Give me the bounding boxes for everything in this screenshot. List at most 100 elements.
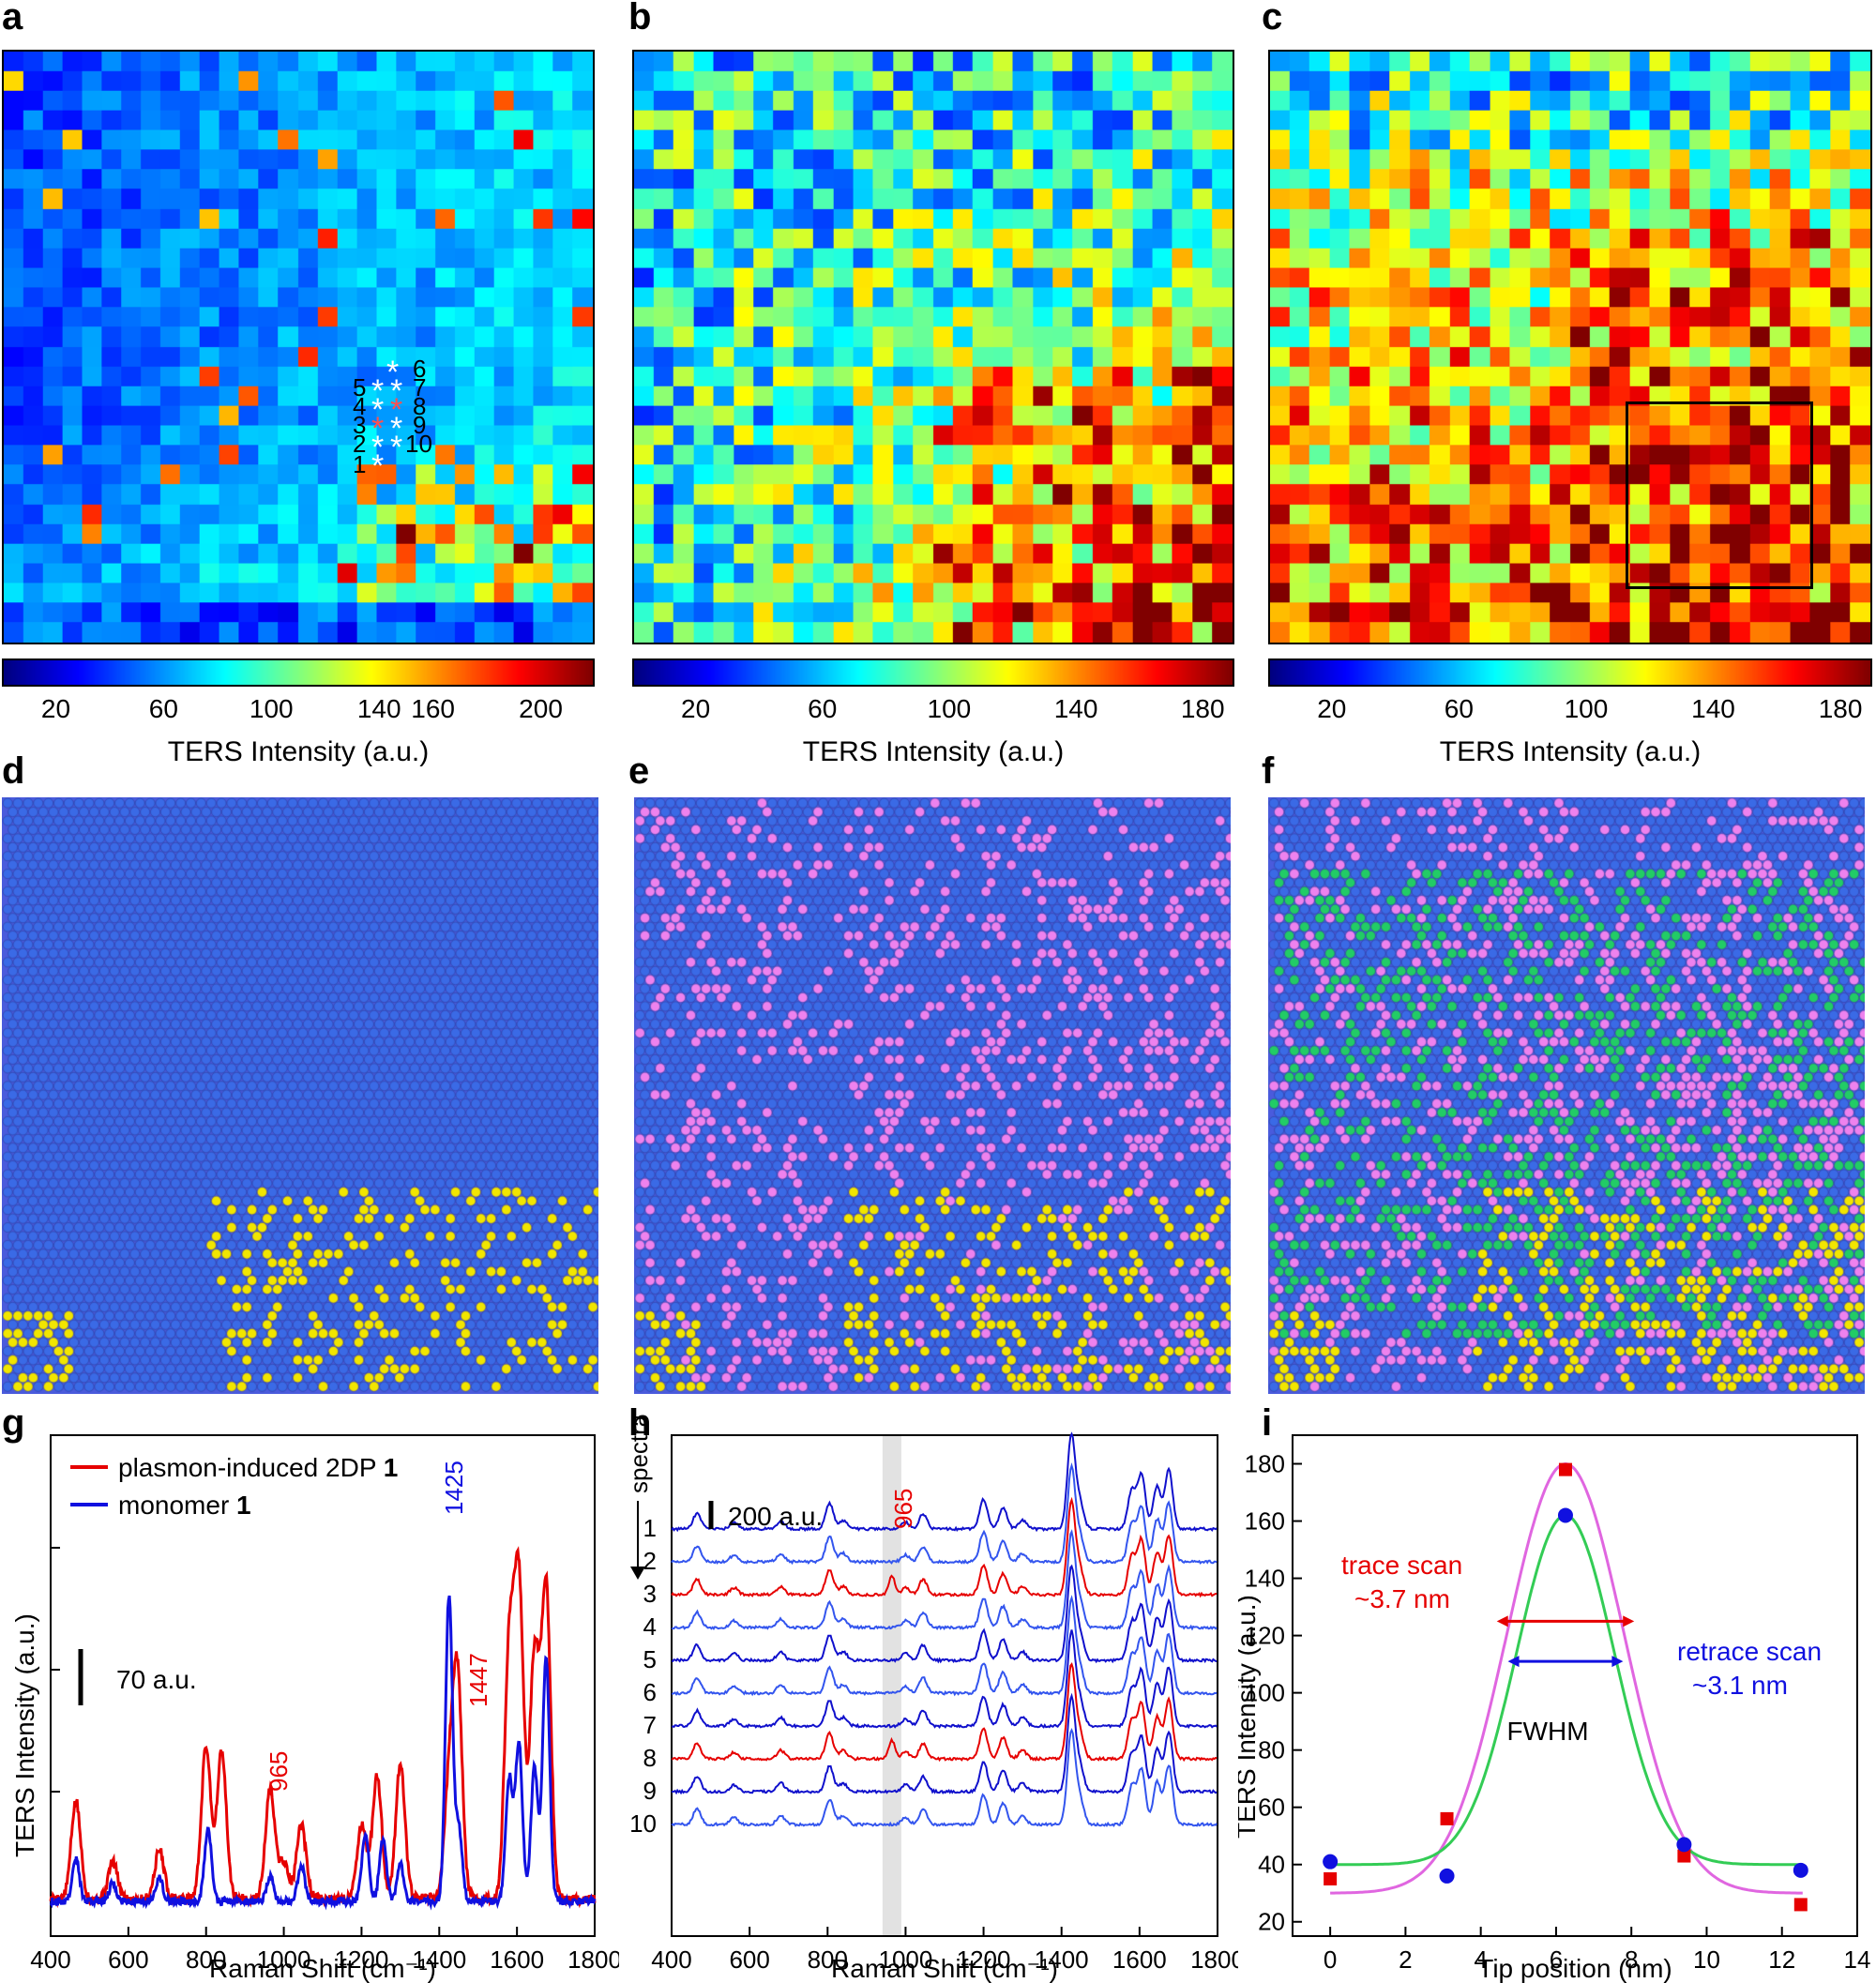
x-axis-label-i: Tip position (nm) [1477, 1954, 1672, 1983]
spectrum-line-9 [671, 1692, 1218, 1795]
plot-frame-h [671, 1434, 1218, 1937]
annotation-fwhm: FWHM [1506, 1717, 1588, 1746]
x-tick-label-i: 6 [1550, 1945, 1563, 1974]
colorbar-tick-a: 60 [148, 694, 178, 723]
annotation-retrace-value: ~3.1 nm [1692, 1671, 1788, 1700]
spectrum-line-10 [671, 1727, 1218, 1827]
colorbar-title-a: TERS Intensity (a.u.) [167, 736, 430, 767]
colorbar-tick-b: 100 [927, 694, 972, 723]
heatmap-a [2, 50, 595, 644]
x-axis-label-g: Raman Shift (cm⁻¹) [209, 1954, 436, 1983]
colorbar-title-b: TERS Intensity (a.u.) [802, 736, 1065, 767]
fwhm-arrow-trace-head-right [1623, 1615, 1635, 1627]
point-trace [1558, 1462, 1572, 1476]
annotation-965-g: 965 [265, 1751, 293, 1792]
marker-label-9: 9 [413, 411, 426, 439]
heatmap-c [1268, 50, 1872, 644]
star-2: * [371, 430, 384, 465]
y-axis-label-i: TERS Intensity (a.u.) [1238, 1595, 1261, 1839]
colorbar-tick-b: 20 [681, 694, 711, 723]
annotation-trace-label: trace scan [1341, 1551, 1462, 1580]
y-tick-label-i: 160 [1245, 1507, 1285, 1536]
fwhm-arrow-retrace-head-right [1611, 1656, 1624, 1668]
colorbar-tick-b: 60 [808, 694, 838, 723]
legend-label-red: plasmon-induced 2DP 1 [118, 1453, 398, 1482]
x-tick-label-h: 400 [651, 1945, 691, 1974]
panel-label-e: e [628, 750, 650, 792]
colorbar-tick-a: 140 [356, 694, 401, 723]
panel-label-c: c [1262, 0, 1283, 38]
colorbar-tick-a: 160 [411, 694, 455, 723]
fwhm-arrow-retrace-head-left [1507, 1656, 1520, 1668]
x-tick-label-i: 14 [1844, 1945, 1871, 1974]
spectrum-line-1 [671, 1431, 1218, 1533]
spectrum-label-6: 6 [643, 1678, 657, 1706]
marker-label-7: 7 [413, 373, 426, 401]
marker-label-5: 5 [353, 373, 366, 401]
point-trace [1677, 1849, 1691, 1863]
region-box-c [1626, 401, 1813, 589]
x-tick-label-g: 1800 [567, 1945, 619, 1974]
star-4: * [371, 392, 384, 428]
x-tick-label-h: 600 [729, 1945, 769, 1974]
point-retrace [1323, 1854, 1339, 1869]
hexmap-e [634, 797, 1231, 1394]
annotation-965-h: 965 [889, 1489, 917, 1529]
marker-label-6: 6 [413, 356, 426, 383]
colorbar-title-c: TERS Intensity (a.u.) [1439, 736, 1702, 767]
scale-bar-label-h: 200 a.u. [728, 1502, 823, 1531]
marker-label-4: 4 [353, 392, 366, 420]
colorbar-b [632, 658, 1234, 687]
annotation-1447-g: 1447 [464, 1653, 492, 1707]
panel-label-i: i [1262, 1402, 1273, 1444]
marker-label-1: 1 [353, 450, 366, 478]
spectrum-label-5: 5 [643, 1645, 657, 1673]
marker-label-2: 2 [353, 430, 366, 458]
spectrum-label-3: 3 [643, 1580, 657, 1608]
marker-label-3: 3 [353, 411, 366, 439]
x-tick-label-g: 1400 [412, 1945, 466, 1974]
series-line-monomer [49, 1595, 597, 1911]
x-tick-label-h: 1400 [1035, 1945, 1089, 1974]
chart-i: 0 2 4 6 8 10 12 14 20 40 60 80 100 120 140 160 180 trace… [1238, 1434, 1871, 1983]
y-tick-label-i: 80 [1258, 1736, 1285, 1764]
spectrum-label-7: 7 [643, 1711, 657, 1739]
colorbar-tick-a: 200 [519, 694, 563, 723]
markers-overlay-a: 6 * 5 * * 7 4 * * 8 3 * * 9 2 * * 10 1 * [353, 356, 432, 484]
marker-label-8: 8 [413, 392, 426, 420]
fwhm-arrow-trace-head-left [1496, 1615, 1508, 1627]
point-trace [1793, 1898, 1808, 1912]
panel-label-g: g [2, 1402, 25, 1444]
x-tick-label-i: 8 [1625, 1945, 1638, 1974]
star-7: * [390, 373, 402, 409]
colorbar-tick-c: 20 [1317, 694, 1347, 723]
x-tick-label-i: 2 [1399, 1945, 1412, 1974]
x-tick-label-h: 1600 [1112, 1945, 1167, 1974]
x-tick-label-g: 1000 [257, 1945, 311, 1974]
x-tick-label-g: 1200 [335, 1945, 389, 1974]
colorbar-tick-c: 140 [1691, 694, 1735, 723]
spectra-arrowhead-h [630, 1567, 645, 1580]
y-axis-label-g: TERS Intensity (a.u.) [10, 1613, 39, 1857]
spectrum-label-1: 1 [643, 1514, 657, 1542]
spectrum-line-6 [671, 1595, 1218, 1697]
point-retrace [1557, 1507, 1573, 1523]
spectra-arrow-label-h: spectra [625, 1416, 653, 1493]
spectrum-line-2 [671, 1462, 1218, 1566]
spectrum-line-3 [671, 1496, 1218, 1598]
spectrum-label-9: 9 [643, 1777, 657, 1805]
spectrum-line-4 [671, 1529, 1218, 1631]
colorbar-tick-b: 180 [1180, 694, 1225, 723]
spectrum-label-8: 8 [643, 1744, 657, 1772]
x-tick-label-g: 1600 [490, 1945, 544, 1974]
point-retrace [1439, 1868, 1455, 1884]
x-tick-label-i: 0 [1324, 1945, 1337, 1974]
annotation-1425-g: 1425 [440, 1461, 468, 1515]
x-axis-label-h: Raman Shift (cm⁻¹) [831, 1954, 1058, 1983]
plot-frame-i [1292, 1434, 1858, 1937]
x-tick-label-h: 1200 [957, 1945, 1011, 1974]
y-tick-label-i: 180 [1245, 1450, 1285, 1478]
star-8: * [390, 392, 402, 428]
star-6: * [386, 356, 399, 390]
point-retrace [1676, 1837, 1692, 1853]
